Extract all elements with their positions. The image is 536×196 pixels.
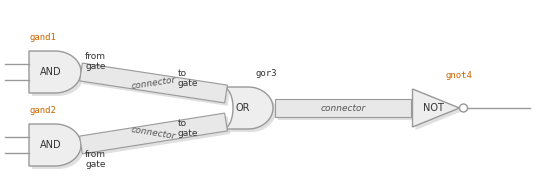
Polygon shape <box>32 127 84 169</box>
Polygon shape <box>29 124 81 166</box>
Text: connector: connector <box>130 75 176 91</box>
Polygon shape <box>32 54 84 96</box>
Text: AND: AND <box>40 67 62 77</box>
Text: gor3: gor3 <box>255 69 277 78</box>
Polygon shape <box>79 113 227 154</box>
Text: from
gate: from gate <box>85 150 106 169</box>
Text: gand1: gand1 <box>30 33 57 42</box>
Polygon shape <box>83 66 230 106</box>
Polygon shape <box>29 51 81 93</box>
Circle shape <box>459 104 467 112</box>
Polygon shape <box>80 63 227 103</box>
Text: gand2: gand2 <box>30 106 57 115</box>
Text: to
gate: to gate <box>178 69 198 88</box>
Text: NOT: NOT <box>422 103 443 113</box>
Polygon shape <box>83 116 230 157</box>
Text: to
gate: to gate <box>178 119 198 138</box>
Polygon shape <box>278 102 413 120</box>
Polygon shape <box>413 89 459 127</box>
Text: connector: connector <box>320 103 366 113</box>
Text: gnot4: gnot4 <box>445 71 472 80</box>
Polygon shape <box>223 87 273 129</box>
Polygon shape <box>275 99 411 117</box>
Text: OR: OR <box>236 103 250 113</box>
Text: AND: AND <box>40 140 62 150</box>
Polygon shape <box>226 90 276 132</box>
Text: from
gate: from gate <box>85 52 106 71</box>
Polygon shape <box>415 92 463 130</box>
Text: connector: connector <box>130 125 176 142</box>
